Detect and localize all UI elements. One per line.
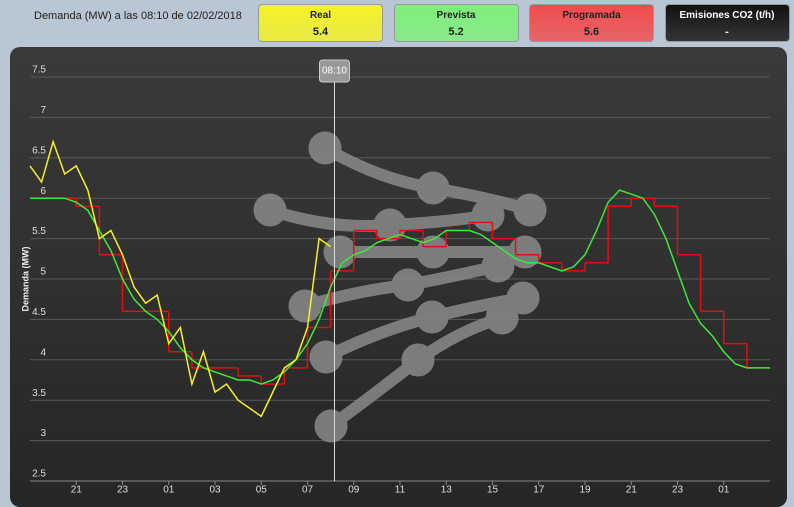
- x-tick-label: 19: [579, 485, 591, 496]
- x-tick-label: 09: [348, 485, 360, 496]
- x-tick-label: 13: [441, 485, 453, 496]
- y-axis-label: Demanda (MW): [20, 246, 30, 311]
- card-label: Real: [309, 10, 332, 21]
- cursor-label: 08:10: [322, 66, 347, 77]
- x-tick-label: 03: [209, 485, 221, 496]
- summary-card: Real 5.4: [258, 4, 383, 42]
- card-value: 5.4: [312, 26, 329, 38]
- header-title: Demanda (MW) a las 08:10 de 02/02/2018: [34, 10, 242, 22]
- y-tick-label: 3: [40, 428, 46, 439]
- summary-card: Programada 5.6: [529, 4, 654, 42]
- card-value: -: [725, 26, 729, 38]
- loading-overlay: [253, 131, 547, 443]
- y-tick-label: 7: [40, 105, 46, 116]
- cursor-label-box: [318, 59, 350, 83]
- card-label: Emisiones CO2 (t/h): [679, 10, 775, 21]
- x-tick-label: 21: [71, 485, 83, 496]
- x-tick-label: 21: [626, 485, 638, 496]
- y-tick-label: 3.5: [32, 388, 46, 399]
- x-tick-label: 05: [256, 485, 268, 496]
- y-tick-label: 6: [40, 186, 46, 197]
- card-value: 5.2: [448, 26, 464, 38]
- x-tick-label: 17: [533, 485, 545, 496]
- x-tick-label: 23: [117, 485, 129, 496]
- y-tick-label: 5: [40, 267, 46, 278]
- card-value: 5.6: [583, 26, 600, 38]
- y-tick-label: 4: [40, 347, 46, 358]
- y-tick-label: 4.5: [32, 307, 46, 318]
- x-tick-label: 15: [487, 485, 499, 496]
- x-tick-label: 01: [163, 485, 175, 496]
- card-label: Programada: [562, 10, 621, 21]
- x-tick-label: 07: [302, 485, 314, 496]
- series-line: [29, 139, 332, 418]
- y-tick-label: 7.5: [32, 65, 46, 76]
- summary-card: Prevista 5.2: [393, 4, 519, 42]
- y-tick-label: 5.5: [32, 226, 46, 237]
- y-tick-label: 2.5: [32, 469, 46, 480]
- x-tick-label: 23: [672, 485, 684, 496]
- x-tick-label: 01: [718, 485, 730, 496]
- card-label: Prevista: [436, 10, 476, 21]
- summary-card: Emisiones CO2 (t/h) -: [664, 4, 790, 42]
- x-tick-label: 11: [395, 485, 406, 496]
- series-line: [30, 189, 770, 385]
- y-tick-label: 6.5: [32, 145, 46, 156]
